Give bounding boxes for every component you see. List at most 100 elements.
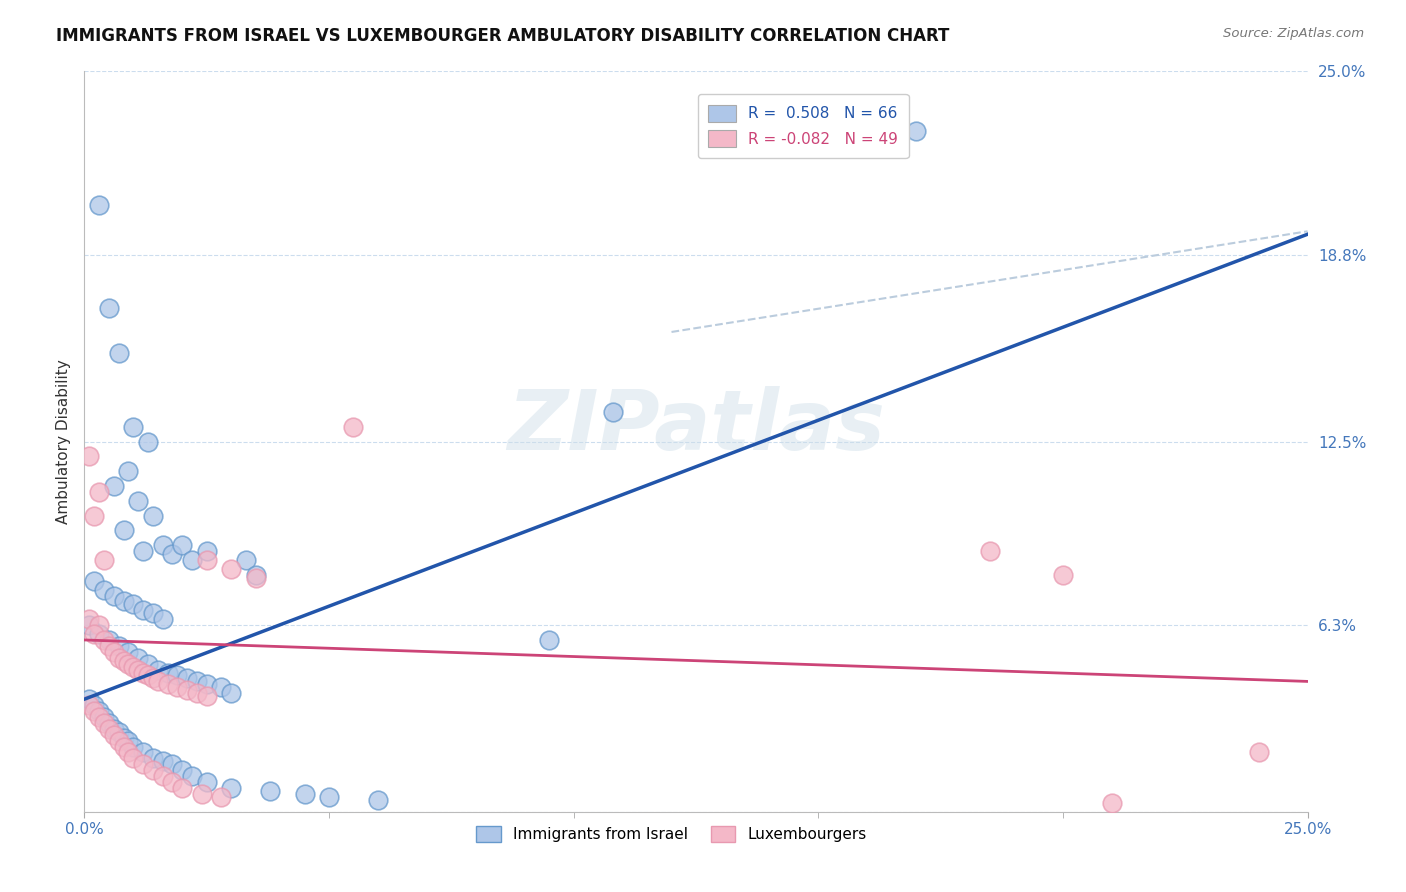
Point <box>127 663 149 677</box>
Point <box>112 739 135 754</box>
Point <box>122 659 145 673</box>
Point <box>191 787 214 801</box>
Point <box>162 757 184 772</box>
Point <box>122 739 145 754</box>
Point <box>93 715 115 730</box>
Point <box>979 544 1001 558</box>
Point <box>87 704 110 718</box>
Point <box>294 787 316 801</box>
Point <box>132 603 155 617</box>
Point <box>117 464 139 478</box>
Point <box>195 677 218 691</box>
Point <box>87 627 110 641</box>
Point <box>342 419 364 434</box>
Point <box>172 764 194 778</box>
Point <box>87 197 110 211</box>
Point <box>209 681 232 695</box>
Point <box>235 553 257 567</box>
Point <box>1101 796 1123 810</box>
Point <box>87 618 110 632</box>
Point <box>146 663 169 677</box>
Point <box>117 657 139 671</box>
Point <box>152 755 174 769</box>
Point <box>172 780 194 795</box>
Point <box>103 722 125 736</box>
Point <box>127 650 149 665</box>
Point <box>602 405 624 419</box>
Point <box>132 665 155 680</box>
Point <box>156 677 179 691</box>
Point <box>186 686 208 700</box>
Point <box>166 668 188 682</box>
Point <box>97 715 120 730</box>
Point <box>318 789 340 804</box>
Point <box>195 690 218 704</box>
Text: Source: ZipAtlas.com: Source: ZipAtlas.com <box>1223 27 1364 40</box>
Point <box>83 704 105 718</box>
Point <box>538 632 561 647</box>
Point <box>122 598 145 612</box>
Point <box>83 574 105 588</box>
Point <box>77 450 100 464</box>
Point <box>97 639 120 653</box>
Point <box>103 479 125 493</box>
Point <box>142 672 165 686</box>
Point <box>107 724 129 739</box>
Point <box>107 639 129 653</box>
Point <box>132 757 155 772</box>
Point <box>87 484 110 499</box>
Point <box>136 434 159 449</box>
Point <box>195 775 218 789</box>
Point <box>97 722 120 736</box>
Point <box>103 728 125 742</box>
Point <box>367 793 389 807</box>
Point <box>117 645 139 659</box>
Y-axis label: Ambulatory Disability: Ambulatory Disability <box>56 359 72 524</box>
Point <box>172 538 194 552</box>
Point <box>162 547 184 561</box>
Point <box>83 627 105 641</box>
Point <box>195 553 218 567</box>
Point <box>245 571 267 585</box>
Point <box>156 665 179 680</box>
Point <box>181 553 204 567</box>
Point <box>152 612 174 626</box>
Point <box>186 674 208 689</box>
Point <box>112 524 135 538</box>
Point <box>107 733 129 747</box>
Point <box>97 301 120 316</box>
Point <box>209 789 232 804</box>
Point <box>1052 567 1074 582</box>
Point <box>259 784 281 798</box>
Point <box>83 508 105 523</box>
Point <box>219 562 242 576</box>
Point <box>195 544 218 558</box>
Text: ZIPatlas: ZIPatlas <box>508 386 884 467</box>
Point <box>77 698 100 712</box>
Point <box>162 775 184 789</box>
Point <box>122 419 145 434</box>
Point <box>77 692 100 706</box>
Point <box>146 674 169 689</box>
Point <box>142 508 165 523</box>
Point <box>93 710 115 724</box>
Point <box>142 751 165 765</box>
Point <box>93 632 115 647</box>
Point <box>112 654 135 668</box>
Point <box>152 538 174 552</box>
Point <box>117 733 139 747</box>
Point <box>152 769 174 783</box>
Point <box>176 683 198 698</box>
Point <box>103 589 125 603</box>
Point <box>136 657 159 671</box>
Point <box>87 710 110 724</box>
Point <box>77 618 100 632</box>
Legend: Immigrants from Israel, Luxembourgers: Immigrants from Israel, Luxembourgers <box>470 821 873 848</box>
Point <box>219 686 242 700</box>
Point <box>142 607 165 621</box>
Point <box>122 751 145 765</box>
Point <box>93 553 115 567</box>
Point <box>142 764 165 778</box>
Text: IMMIGRANTS FROM ISRAEL VS LUXEMBOURGER AMBULATORY DISABILITY CORRELATION CHART: IMMIGRANTS FROM ISRAEL VS LUXEMBOURGER A… <box>56 27 949 45</box>
Point <box>83 698 105 712</box>
